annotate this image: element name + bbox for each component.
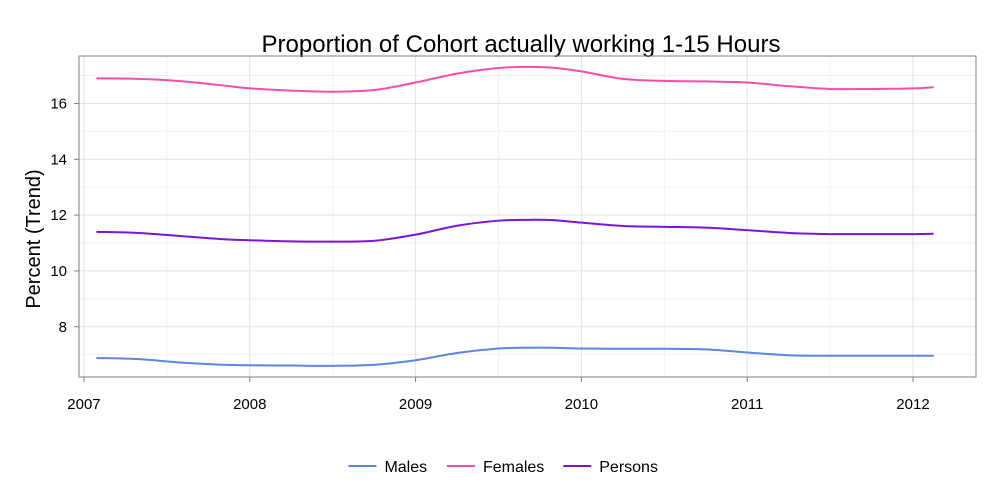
x-tick-label: 2009 [399, 396, 432, 413]
x-tick-label: 2012 [896, 396, 929, 413]
y-tick-label: 10 [50, 263, 67, 280]
y-axis-label: Percent (Trend) [23, 169, 45, 308]
x-axis: 2007 2008 2009 2010 2011 2012 [67, 377, 930, 413]
x-tick-label: 2011 [731, 396, 763, 413]
x-tick-label: 2008 [233, 396, 266, 413]
legend: Males Females Persons [348, 459, 658, 476]
x-tick-label: 2007 [67, 396, 100, 413]
y-tick-label: 16 [50, 95, 67, 112]
y-tick-label: 8 [59, 319, 67, 336]
series-line-males [96, 346, 934, 367]
series-line-females [96, 65, 934, 93]
legend-label-males: Males [384, 459, 427, 476]
major-gridlines [79, 56, 976, 377]
plot-panel-border [78, 55, 977, 378]
legend-label-persons: Persons [599, 459, 658, 476]
y-tick-label: 12 [50, 207, 67, 224]
series-line-persons [96, 218, 934, 243]
chart-title: Proportion of Cohort actually working 1-… [262, 31, 781, 58]
y-tick-label: 14 [50, 151, 67, 168]
legend-label-females: Females [483, 459, 544, 476]
y-axis: 8 10 12 14 16 [50, 95, 79, 336]
series-lines [96, 65, 934, 367]
minor-gridlines [79, 56, 976, 377]
x-tick-label: 2010 [565, 396, 598, 413]
